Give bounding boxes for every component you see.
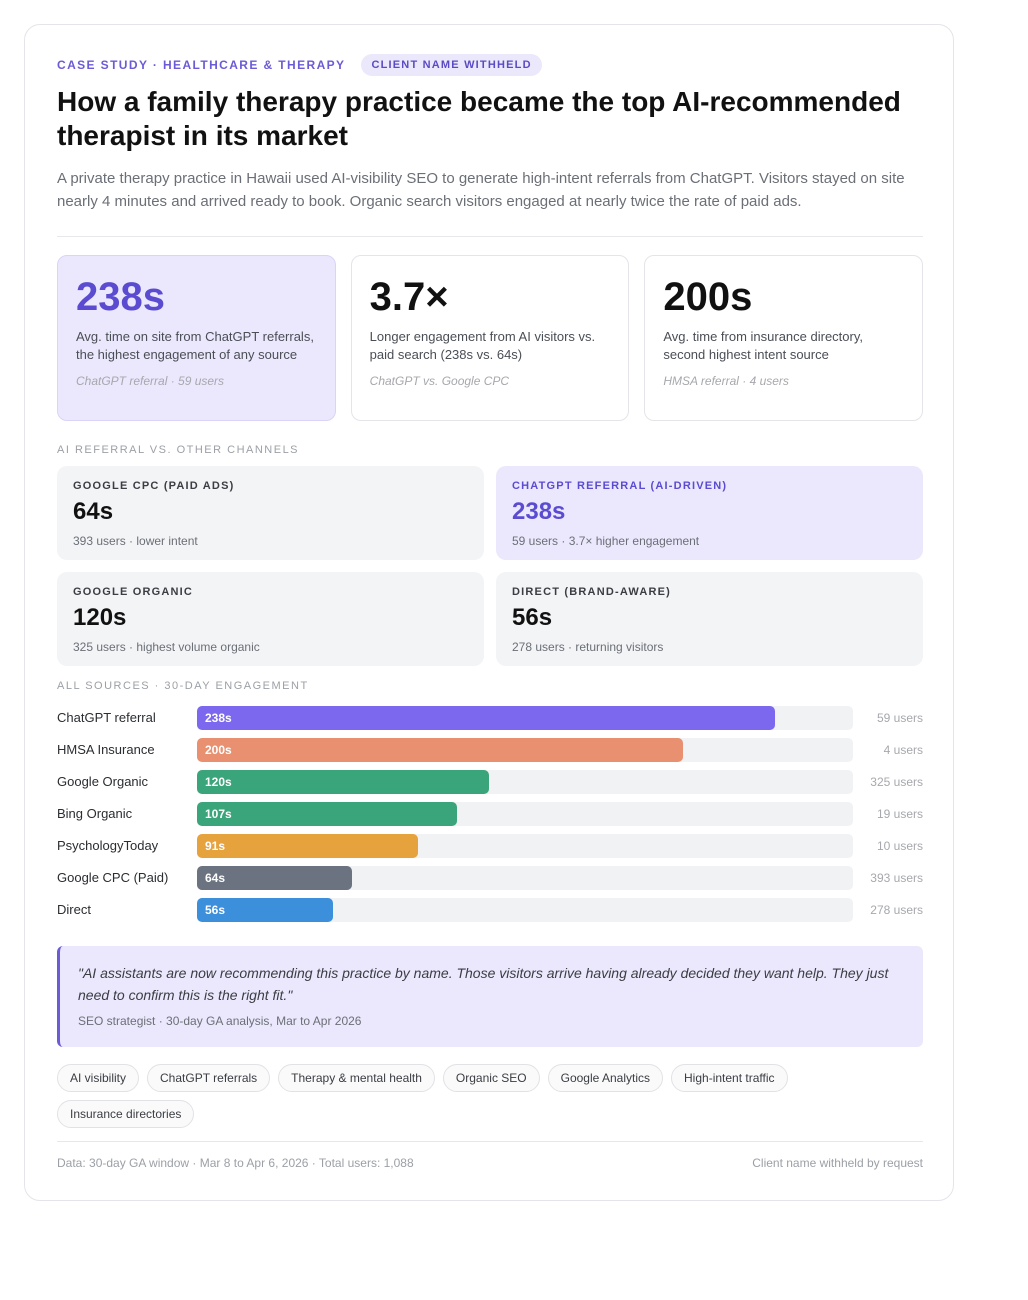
bar-row: PsychologyToday 91s 10 users <box>57 834 923 858</box>
bar-fill: 56s <box>197 898 333 922</box>
channel-card-chatgpt: CHATGPT REFERRAL (AI-DRIVEN) 238s 59 use… <box>496 466 923 560</box>
stat-cards: 238s Avg. time on site from ChatGPT refe… <box>57 255 924 421</box>
footer-client-note: Client name withheld by request <box>752 1156 923 1170</box>
divider-bottom <box>57 1141 923 1142</box>
topic-tag: ChatGPT referrals <box>147 1064 271 1092</box>
header-row: CASE STUDY · HEALTHCARE & THERAPY CLIENT… <box>57 54 542 76</box>
channel-value: 64s <box>73 498 114 525</box>
bar-row: Google CPC (Paid) 64s 393 users <box>57 866 923 890</box>
bar-category-label: Google CPC (Paid) <box>57 870 169 885</box>
channel-sub: 325 users · highest volume organic <box>73 640 260 654</box>
topic-tag: Organic SEO <box>442 1064 540 1092</box>
channel-sub: 59 users · 3.7× higher engagement <box>512 534 700 548</box>
bar-value-label: 64s <box>205 871 226 885</box>
bar-category-label: PsychologyToday <box>57 838 159 853</box>
bar-users-label: 10 users <box>876 839 923 853</box>
bar-fill: 91s <box>197 834 418 858</box>
bar-track: 91s <box>197 834 853 858</box>
bar-users-label: 325 users <box>870 775 923 789</box>
bar-track: 200s <box>197 738 853 762</box>
bar-fill: 107s <box>197 802 457 826</box>
bar-track: 120s <box>197 770 853 794</box>
stat-card-chatgpt-time: 238s Avg. time on site from ChatGPT refe… <box>57 255 336 421</box>
bar-users-label: 59 users <box>876 711 923 725</box>
channel-sub: 278 users · returning visitors <box>512 640 664 654</box>
bar-track: 64s <box>197 866 853 890</box>
bar-value-label: 107s <box>205 807 232 821</box>
bar-category-label: Google Organic <box>57 774 149 789</box>
channel-name: GOOGLE CPC (PAID ADS) <box>73 480 235 492</box>
stat-description: Longer engagement from AI visitors vs. p… <box>369 329 596 362</box>
channel-value: 120s <box>73 604 127 631</box>
comparison-section-label: AI REFERRAL VS. OTHER CHANNELS <box>57 444 300 456</box>
client-withheld-badge: CLIENT NAME WITHHELD <box>361 54 542 76</box>
channel-name: DIRECT (BRAND-AWARE) <box>512 586 672 598</box>
channel-card-google-cpc: GOOGLE CPC (PAID ADS) 64s 393 users · lo… <box>57 466 484 560</box>
divider-top <box>57 236 923 237</box>
bar-value-label: 91s <box>205 839 226 853</box>
bar-value-label: 238s <box>205 711 232 725</box>
stat-value: 200s <box>663 275 753 319</box>
bar-users-label: 278 users <box>870 903 923 917</box>
topic-tag: Google Analytics <box>547 1064 664 1092</box>
category-eyebrow: CASE STUDY · HEALTHCARE & THERAPY <box>57 58 346 72</box>
stat-value: 238s <box>76 275 165 319</box>
stat-value: 3.7× <box>369 275 449 319</box>
bar-track: 238s <box>197 706 853 730</box>
channel-name: CHATGPT REFERRAL (AI-DRIVEN) <box>512 480 728 492</box>
bar-row: Direct 56s 278 users <box>57 898 923 922</box>
page-title: How a family therapy practice became the… <box>57 86 901 151</box>
chart-title: ALL SOURCES · 30-DAY ENGAGEMENT <box>57 680 309 692</box>
bar-category-label: Direct <box>57 902 91 917</box>
testimonial-quote: "AI assistants are now recommending this… <box>57 946 923 1047</box>
topic-tag: Therapy & mental health <box>278 1064 435 1092</box>
bar-row: HMSA Insurance 200s 4 users <box>57 738 923 762</box>
channel-value: 56s <box>512 604 553 631</box>
stat-card-engagement-ratio: 3.7× Longer engagement from AI visitors … <box>350 255 630 421</box>
topic-tag: AI visibility <box>57 1064 140 1092</box>
bar-fill: 238s <box>197 706 775 730</box>
channel-name: GOOGLE ORGANIC <box>73 586 194 598</box>
bar-category-label: HMSA Insurance <box>57 742 155 757</box>
case-study-card: CASE STUDY · HEALTHCARE & THERAPY CLIENT… <box>24 24 954 1201</box>
bar-category-label: Bing Organic <box>57 806 133 821</box>
stat-source: ChatGPT vs. Google CPC <box>369 374 510 388</box>
quote-text: "AI assistants are now recommending this… <box>78 965 889 1003</box>
channel-card-direct: DIRECT (BRAND-AWARE) 56s 278 users · ret… <box>496 572 923 666</box>
quote-attribution: SEO strategist · 30-day GA analysis, Mar… <box>78 1014 362 1028</box>
bar-fill: 200s <box>197 738 683 762</box>
bar-users-label: 19 users <box>876 807 923 821</box>
stat-source: ChatGPT referral · 59 users <box>76 374 225 388</box>
bar-users-label: 4 users <box>883 743 923 757</box>
topic-tag: Insurance directories <box>57 1100 195 1128</box>
footer-data-note: Data: 30-day GA window · Mar 8 to Apr 6,… <box>57 1156 414 1170</box>
topic-tag: High-intent traffic <box>671 1064 788 1092</box>
bar-row: ChatGPT referral 238s 59 users <box>57 706 923 730</box>
bar-value-label: 200s <box>205 743 232 757</box>
bar-row: Google Organic 120s 325 users <box>57 770 923 794</box>
bar-category-label: ChatGPT referral <box>57 710 156 725</box>
bar-track: 56s <box>197 898 853 922</box>
engagement-bar-chart: ChatGPT referral 238s 59 users HMSA Insuran… <box>57 706 923 930</box>
bar-users-label: 393 users <box>870 871 923 885</box>
channel-card-google-organic: GOOGLE ORGANIC 120s 325 users · highest … <box>57 572 484 666</box>
bar-fill: 64s <box>197 866 352 890</box>
bar-track: 107s <box>197 802 853 826</box>
stat-description: Avg. time from insurance directory, seco… <box>663 329 863 362</box>
topic-tags: AI visibility ChatGPT referrals Therapy & … <box>57 1064 923 1128</box>
channel-sub: 393 users · lower intent <box>73 534 198 548</box>
stat-source: HMSA referral · 4 users <box>663 374 789 388</box>
stat-description: Avg. time on site from ChatGPT referrals… <box>76 329 314 362</box>
bar-value-label: 120s <box>205 775 232 789</box>
page-subtitle: A private therapy practice in Hawaii use… <box>57 170 905 210</box>
bar-fill: 120s <box>197 770 489 794</box>
stat-card-insurance-time: 200s Avg. time from insurance directory,… <box>644 255 924 421</box>
channel-value: 238s <box>512 498 566 525</box>
channel-comparison-grid: GOOGLE CPC (PAID ADS) 64s 393 users · lo… <box>57 466 923 666</box>
bar-value-label: 56s <box>205 903 226 917</box>
bar-row: Bing Organic 107s 19 users <box>57 802 923 826</box>
